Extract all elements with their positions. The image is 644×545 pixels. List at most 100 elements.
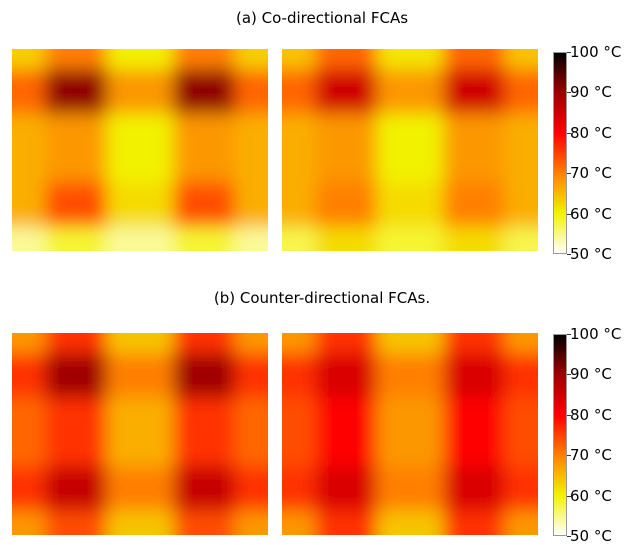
heatmap-cell [443, 182, 506, 228]
heatmap-cell [106, 397, 175, 468]
heatmap-cell [282, 353, 317, 399]
colorbar-b-gradient [553, 334, 567, 536]
colorbar-tick [567, 173, 571, 175]
heatmap-cell [504, 353, 538, 399]
heatmap-cell [173, 182, 236, 228]
colorbar-tick [567, 414, 571, 416]
heatmap-cell [234, 510, 268, 535]
heatmap-cell [45, 353, 108, 399]
heatmap-cell [45, 466, 108, 512]
heatmap-cell [315, 113, 378, 184]
heatmap-cell [12, 397, 47, 468]
heatmap-cell [173, 353, 236, 399]
heatmap-cell [106, 49, 175, 71]
heatmap-cell [315, 226, 378, 251]
heatmap-cell [12, 333, 47, 355]
heatmap-cell [234, 49, 268, 71]
heatmap-cell [376, 69, 445, 115]
heatmap-cell [443, 353, 506, 399]
colorbar-tick [567, 52, 571, 53]
heatmap-cell [504, 226, 538, 251]
heatmap-cell [315, 510, 378, 535]
colorbar-tick-label: 70 °C [570, 446, 612, 465]
heatmap-cell [443, 113, 506, 184]
heatmap-cell [504, 333, 538, 355]
heatmap-cell [12, 113, 47, 184]
heatmap-cell [106, 510, 175, 535]
heatmap-cell [12, 466, 47, 512]
heatmap-cell [234, 466, 268, 512]
heatmap-cell [504, 466, 538, 512]
heatmap-cell [234, 113, 268, 184]
heatmap-cell [443, 69, 506, 115]
heatmap-cell [173, 226, 236, 251]
heatmap-cell [315, 69, 378, 115]
heatmap-cell [45, 69, 108, 115]
heatmap-cell [504, 113, 538, 184]
heatmap-cell [45, 182, 108, 228]
heatmap-a-left [12, 49, 268, 251]
heatmap-cell [234, 333, 268, 355]
heatmap-cell [45, 49, 108, 71]
colorbar-tick-label: 60 °C [570, 204, 612, 223]
heatmap-cell [173, 113, 236, 184]
heatmap-cell [315, 182, 378, 228]
heatmap-cell [443, 466, 506, 512]
heatmap-cell [282, 113, 317, 184]
heatmap-cell [234, 226, 268, 251]
heatmap-a-right [282, 49, 538, 251]
heatmap-cell [282, 510, 317, 535]
heatmap-cell [443, 510, 506, 535]
heatmap-cell [173, 397, 236, 468]
heatmap-cell [504, 510, 538, 535]
heatmap-b-left [12, 333, 268, 535]
heatmap-cell [376, 49, 445, 71]
heatmap-cell [173, 466, 236, 512]
heatmap-cell [282, 226, 317, 251]
heatmap-cell [376, 466, 445, 512]
heatmap-cell [315, 353, 378, 399]
colorbar-a-gradient [553, 52, 567, 254]
heatmap-cell [376, 113, 445, 184]
heatmap-cell [234, 353, 268, 399]
heatmap-cell [106, 353, 175, 399]
heatmap-b-right [282, 333, 538, 535]
heatmap-cell [282, 333, 317, 355]
heatmap-cell [282, 49, 317, 71]
colorbar-tick [567, 536, 571, 537]
heatmap-cell [376, 397, 445, 468]
heatmap-cell [282, 182, 317, 228]
heatmap-cell [173, 49, 236, 71]
colorbar-tick [567, 254, 571, 255]
heatmap-cell [504, 49, 538, 71]
heatmap-cell [282, 466, 317, 512]
panel-a-title: (a) Co-directional FCAs [235, 9, 409, 27]
heatmap-cell [45, 397, 108, 468]
heatmap-cell [443, 226, 506, 251]
colorbar-tick-label: 100 °C [570, 43, 622, 61]
heatmap-cell [315, 397, 378, 468]
heatmap-cell [173, 69, 236, 115]
heatmap-cell [376, 333, 445, 355]
colorbar-tick [567, 213, 571, 215]
heatmap-cell [45, 113, 108, 184]
heatmap-cell [376, 182, 445, 228]
colorbar-tick-label: 50 °C [570, 527, 612, 545]
heatmap-cell [45, 333, 108, 355]
heatmap-cell [234, 397, 268, 468]
heatmap-cell [282, 397, 317, 468]
heatmap-cell [376, 510, 445, 535]
panel-b-title: (b) Counter-directional FCAs. [213, 289, 431, 307]
heatmap-cell [12, 182, 47, 228]
heatmap-cell [282, 69, 317, 115]
colorbar-tick-label: 80 °C [570, 405, 612, 424]
colorbar-tick-label: 60 °C [570, 486, 612, 505]
colorbar-tick-label: 100 °C [570, 325, 622, 343]
heatmap-cell [106, 466, 175, 512]
colorbar-tick [567, 374, 571, 376]
colorbar-tick-label: 50 °C [570, 245, 612, 263]
heatmap-cell [12, 226, 47, 251]
heatmap-cell [504, 182, 538, 228]
colorbar-tick-label: 80 °C [570, 123, 612, 142]
heatmap-cell [45, 510, 108, 535]
